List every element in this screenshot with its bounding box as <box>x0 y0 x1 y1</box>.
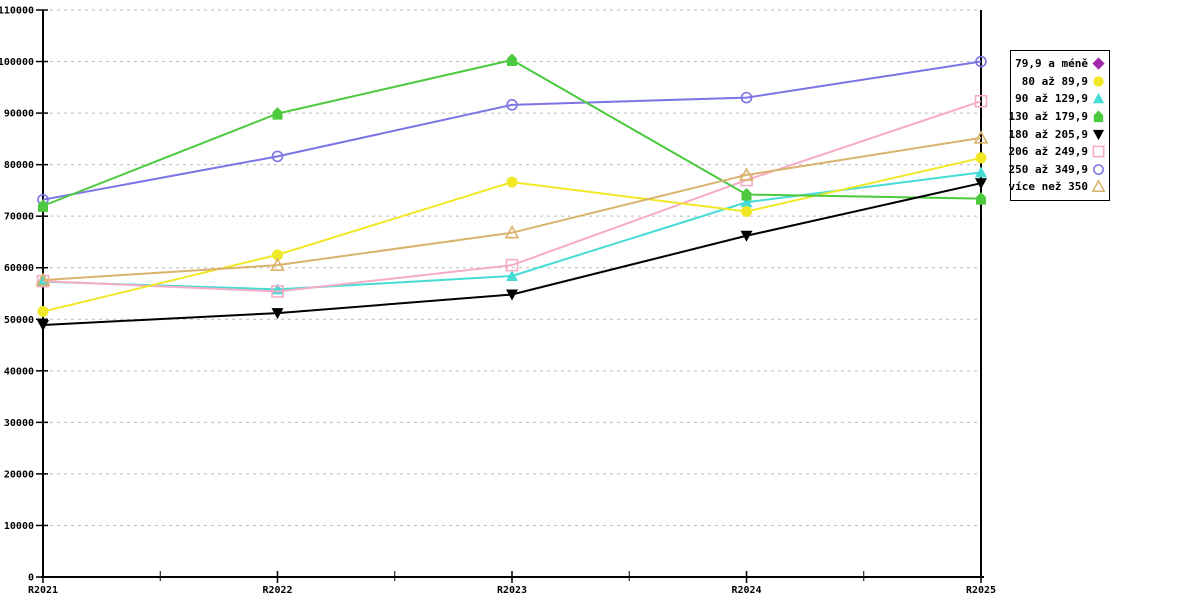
y-ticks: 0 10000 20000 30000 40000 50000 60000 70000 8000… <box>0 6 48 584</box>
circle-open-marker <box>1093 163 1104 175</box>
triangle-down-filled-marker <box>271 308 284 320</box>
circle-open-marker <box>740 91 753 104</box>
legend-item: 130 až 179,9 <box>1009 108 1106 126</box>
legend-label: 130 až 179,9 <box>1008 110 1088 124</box>
square-open-marker <box>505 258 519 272</box>
series-5 <box>37 178 987 331</box>
triangle-up-open-icon <box>1091 179 1106 193</box>
y-tick-label: 50000 <box>4 315 34 326</box>
triangle-up-filled-marker <box>975 166 987 178</box>
series-8 <box>35 130 989 286</box>
square-open-icon <box>1092 145 1105 158</box>
y-tick-label: 80000 <box>4 160 34 171</box>
triangle-up-filled-marker <box>740 196 753 208</box>
y-tick-label: 60000 <box>4 263 34 274</box>
y-tick-label: 10000 <box>4 521 34 532</box>
pentagon-filled-marker <box>1093 110 1104 123</box>
legend-item: 90 až 129,9 <box>1013 90 1106 108</box>
triangle-down-filled-marker <box>740 230 753 242</box>
pentagon-filled-marker <box>507 53 517 66</box>
x-tick-label: R2021 <box>28 585 58 596</box>
series-line <box>42 136 982 282</box>
pentagon-filled-marker <box>272 107 283 120</box>
square-open-marker <box>1092 145 1105 158</box>
series-line <box>42 100 982 293</box>
triangle-up-filled-icon <box>1092 93 1105 104</box>
y-tick-label: 70000 <box>4 212 34 223</box>
series-2 <box>37 152 987 318</box>
pentagon-filled-icon <box>1093 110 1104 123</box>
legend-item: více než 350 <box>1009 178 1106 196</box>
triangle-up-open-marker <box>973 130 989 144</box>
gridlines <box>43 9 981 526</box>
y-tick-label: 20000 <box>4 469 34 480</box>
circle-filled-icon <box>1093 76 1104 87</box>
legend-item: 80 až 89,9 <box>1013 73 1106 91</box>
triangle-up-filled-marker <box>1092 93 1105 104</box>
chart-legend: 79,9 a méně 80 až 89,9 90 až 129,9 130 až 1… <box>1009 50 1110 201</box>
circle-filled-marker <box>506 176 518 188</box>
legend-item: 180 až 205,9 <box>1009 125 1106 143</box>
circle-filled-marker <box>272 249 283 261</box>
triangle-up-open-marker <box>1091 179 1106 193</box>
triangle-up-open-marker <box>35 272 51 286</box>
diamond-filled-marker <box>1092 57 1105 70</box>
triangle-up-open-marker <box>270 257 285 271</box>
legend-label: 250 až 349,9 <box>1008 162 1088 176</box>
triangle-down-filled-marker <box>506 289 518 301</box>
y-tick-label: 40000 <box>4 366 34 377</box>
legend-label: 180 až 205,9 <box>1008 127 1088 141</box>
triangle-up-filled-marker <box>506 269 518 281</box>
x-tick-label: R2022 <box>262 585 292 596</box>
diamond-filled-icon <box>1092 57 1105 70</box>
triangle-up-open-marker <box>504 225 520 239</box>
series-4 <box>38 53 986 212</box>
triangle-up-open-marker <box>739 167 754 181</box>
legend-label: 206 až 249,9 <box>1008 145 1088 159</box>
circle-filled-marker <box>975 152 987 164</box>
circle-open-marker <box>975 55 987 68</box>
y-tick-label: 0 <box>28 573 34 584</box>
legend-label: 79,9 a méně <box>1015 57 1088 71</box>
square-open-marker <box>271 285 284 298</box>
triangle-down-filled-marker <box>1092 129 1105 140</box>
pentagon-filled-marker <box>741 188 752 201</box>
series-line <box>42 60 982 201</box>
legend-label: 90 až 129,9 <box>1015 92 1088 106</box>
circle-open-marker <box>506 99 518 111</box>
pentagon-filled-marker <box>976 192 986 205</box>
legend-label: 80 až 89,9 <box>1021 74 1088 88</box>
series-line <box>42 182 982 326</box>
legend-item: 250 až 349,9 <box>1009 161 1106 179</box>
y-tick-label: 110000 <box>0 6 34 17</box>
legend-item: 79,9 a méně <box>1013 55 1106 73</box>
y-tick-label: 90000 <box>4 109 34 120</box>
square-open-marker <box>974 94 988 108</box>
circle-filled-marker <box>1093 76 1104 87</box>
circle-filled-marker <box>37 306 49 318</box>
legend-item: 206 až 249,9 <box>1009 143 1106 161</box>
circle-filled-marker <box>741 206 752 218</box>
x-ticks: R2021 R2022 R2023 R2024 R2025 <box>28 571 996 596</box>
y-tick-label: 100000 <box>0 57 34 68</box>
x-tick-label: R2024 <box>731 585 761 596</box>
triangle-down-filled-icon <box>1092 129 1105 140</box>
circle-open-icon <box>1093 163 1104 175</box>
pentagon-filled-marker <box>38 199 48 212</box>
triangle-down-filled-marker <box>975 178 987 190</box>
y-tick-label: 30000 <box>4 418 34 429</box>
x-tick-label: R2023 <box>497 585 527 596</box>
x-tick-label: R2025 <box>966 585 996 596</box>
circle-open-marker <box>271 150 284 163</box>
legend-label: více než 350 <box>1008 180 1088 194</box>
triangle-down-filled-marker <box>37 319 49 331</box>
